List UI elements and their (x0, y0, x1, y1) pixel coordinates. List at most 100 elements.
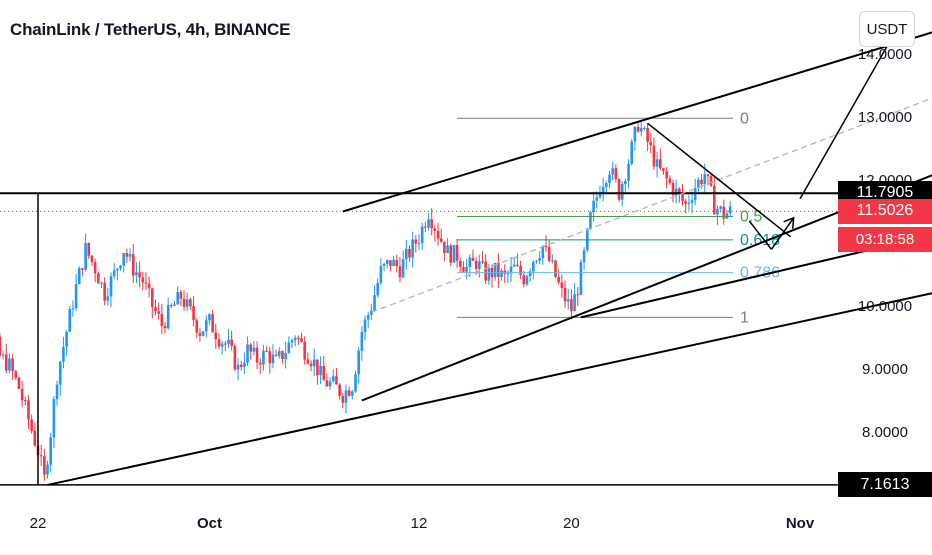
time-axis: 22Oct1220Nov9 (30, 515, 815, 532)
candle-body (605, 183, 608, 187)
candle-body (328, 381, 332, 387)
fib-level-label: 0 (740, 110, 749, 127)
candle-body (147, 283, 151, 289)
candle-body (589, 212, 592, 229)
candle-body (17, 377, 21, 389)
candle-body (144, 282, 148, 284)
candle-body (465, 266, 468, 272)
candle-body (262, 350, 265, 365)
candle-body (154, 307, 157, 312)
candle-body (151, 288, 154, 308)
candle-body (49, 437, 52, 465)
candle-body (506, 273, 510, 275)
candle-body (401, 259, 405, 278)
candle-body (544, 245, 548, 248)
candle-body (700, 179, 703, 185)
candle-body (392, 259, 395, 266)
candle-body (382, 263, 386, 267)
candle-body (395, 259, 399, 267)
candle-body (195, 320, 199, 333)
candle-body (46, 464, 49, 475)
candle-body (1, 354, 5, 356)
fib-level-label: 0.5 (740, 209, 762, 226)
candle-body (290, 340, 294, 343)
candle-body (497, 262, 500, 277)
candle-body (443, 241, 446, 254)
candle-body (341, 395, 345, 403)
candle-body (0, 336, 2, 356)
currency-button[interactable]: USDT (859, 11, 915, 47)
candle-body (173, 304, 176, 306)
candle-body (55, 384, 59, 400)
candle-body (570, 299, 573, 312)
candle-body (293, 337, 297, 341)
x-tick-label: 12 (411, 515, 428, 532)
candle-body (608, 174, 611, 184)
candle-body (389, 260, 392, 266)
candle-body (458, 260, 462, 267)
candle-body (370, 310, 373, 316)
candle-body (535, 260, 538, 262)
candle-body (576, 294, 580, 296)
candle-body (655, 159, 659, 167)
candle-body (500, 270, 503, 277)
candle-body (366, 315, 370, 320)
candle-body (481, 261, 484, 263)
candle-body (690, 200, 694, 203)
candle-body (74, 284, 78, 309)
candle-body (405, 248, 408, 260)
candles-layer (0, 120, 732, 481)
price-tag: 11.5026 (838, 198, 932, 224)
candle-body (166, 305, 170, 329)
candle-body (659, 159, 662, 169)
candle-body (4, 354, 8, 371)
candle-body (325, 380, 329, 387)
candle-body (471, 257, 475, 261)
candle-body (725, 213, 729, 219)
candle-body (455, 245, 459, 261)
candle-body (624, 180, 627, 185)
falling-trendline (647, 122, 791, 238)
candle-body (665, 170, 668, 179)
candle-body (563, 287, 567, 302)
y-tick-label: 14.0000 (858, 46, 912, 63)
price-tag: 7.1613 (838, 472, 932, 498)
candle-body (643, 127, 646, 129)
candle-body (185, 299, 189, 307)
candle-body (649, 142, 653, 146)
candle-body (125, 253, 129, 257)
candle-body (687, 202, 691, 204)
candle-body (249, 344, 253, 352)
candle-body (227, 339, 230, 344)
candle-body (201, 331, 205, 336)
candle-body (424, 226, 427, 228)
candle-body (170, 305, 173, 307)
candle-body (474, 260, 478, 269)
candle-body (528, 271, 532, 277)
candle-body (636, 126, 640, 132)
candle-body (617, 179, 621, 200)
candle-body (627, 163, 630, 181)
candle-body (509, 266, 513, 274)
candle-body (33, 430, 37, 446)
candle-body (163, 325, 167, 329)
candle-body (109, 276, 113, 297)
candle-body (525, 276, 529, 285)
candle-body (551, 260, 554, 262)
candle-body (106, 296, 110, 301)
x-tick-label: Oct (197, 515, 222, 532)
candle-body (84, 243, 87, 270)
candle-body (652, 145, 656, 167)
candle-body (179, 292, 183, 299)
candle-body (52, 399, 56, 438)
candle-body (462, 266, 465, 272)
candle-body (560, 282, 564, 288)
channel-lower-line (361, 174, 932, 402)
candle-body (112, 270, 116, 277)
candle-body (439, 238, 443, 242)
candle-body (398, 266, 402, 278)
candle-body (385, 260, 389, 264)
candle-body (493, 262, 497, 278)
candle-body (220, 343, 224, 347)
